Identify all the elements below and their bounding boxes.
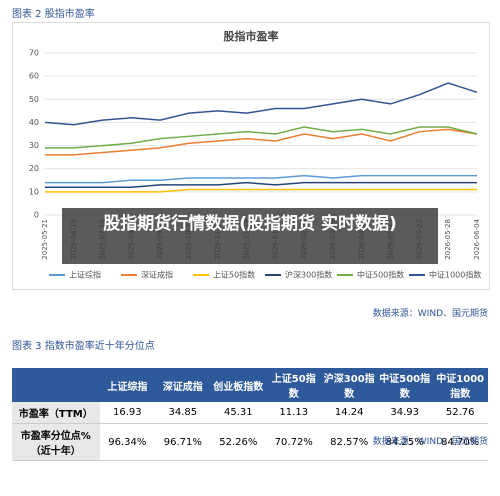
y-tick-label: 40 xyxy=(29,118,39,127)
table-cell: 45.31 xyxy=(210,402,267,424)
table-cell: 11.13 xyxy=(266,402,322,424)
header-cell: 沪深300指数 xyxy=(321,368,377,402)
series-line xyxy=(44,82,478,126)
x-tick-label: 2026-06-04 xyxy=(473,218,481,259)
table-cell: 14.24 xyxy=(321,402,377,424)
figure-caption: 图表 3 指数市盈率近十年分位点 xyxy=(12,341,155,352)
header-cell: 上证综指 xyxy=(99,368,156,402)
table-row: 市盈率（TTM） 16.93 34.85 45.31 11.13 14.24 34.93 52… xyxy=(12,402,488,424)
source-note: 数据来源：WIND、国元期货 xyxy=(372,437,488,447)
y-tick-label: 70 xyxy=(29,49,39,58)
series-line xyxy=(45,188,477,193)
y-tick-label: 10 xyxy=(29,187,39,196)
x-tick-label: 2025-05-21 xyxy=(41,219,49,260)
y-tick-label: 30 xyxy=(29,141,39,150)
legend-label: 中证500指数 xyxy=(357,270,404,280)
overlay-banner: 股指期货行情数据(股指期货 实时数据) xyxy=(62,208,438,264)
header-cell xyxy=(12,368,100,402)
series-line xyxy=(45,174,477,184)
table-cell: 34.93 xyxy=(376,402,433,424)
pe-table: 上证综指 深证成指 创业板指数 上证50指数 沪深300指数 中证500指数 中证1000指… xyxy=(12,368,488,461)
header-cell: 中证1000指数 xyxy=(432,368,488,402)
table-row: 市盈率分位点%（近十年） 96.34% 96.71% 52.26% 70.72% 82.5… xyxy=(12,423,488,461)
table-cell: 84.25% xyxy=(376,423,433,461)
table-cell: 70.72% xyxy=(266,423,322,461)
legend-label: 中证1000指数 xyxy=(429,270,481,280)
table-cell: 96.34% xyxy=(99,423,156,461)
header-row: 上证综指 深证成指 创业板指数 上证50指数 沪深300指数 中证500指数 中证1000指… xyxy=(12,368,488,402)
series-line xyxy=(45,126,478,149)
header-cell: 上证50指数 xyxy=(266,368,322,402)
table-cell: 52.26% xyxy=(210,423,267,461)
table-cell: 82.57% xyxy=(321,423,377,461)
table-cell: 16.93 xyxy=(99,402,156,424)
figure-caption: 图表 2 股指市盈率 xyxy=(12,9,95,20)
legend-label: 上证综指 xyxy=(69,270,101,280)
legend-label: 上证50指数 xyxy=(213,270,255,280)
source-note: 数据来源：WIND、国元期货 xyxy=(372,309,488,319)
y-tick-label: 60 xyxy=(29,72,39,81)
table-cell: 84.70% xyxy=(432,423,488,461)
header-cell: 创业板指数 xyxy=(210,368,267,402)
header-cell: 深证成指 xyxy=(155,368,211,402)
series-line xyxy=(45,128,478,156)
legend-label: 深证成指 xyxy=(141,270,173,280)
table-cell: 市盈率分位点%（近十年） xyxy=(12,423,100,461)
series-line xyxy=(45,181,477,188)
y-tick-label: 20 xyxy=(29,164,39,173)
header-cell: 中证500指数 xyxy=(376,368,433,402)
y-tick-label: 0 xyxy=(34,211,39,220)
table-cell: 市盈率（TTM） xyxy=(12,402,100,424)
table-cell: 96.71% xyxy=(155,423,211,461)
x-tick-label: 2026-05-28 xyxy=(444,219,452,260)
table-cell: 34.85 xyxy=(155,402,211,424)
table-cell: 52.76 xyxy=(432,402,488,424)
y-tick-label: 50 xyxy=(29,95,39,104)
legend-label: 沪深300指数 xyxy=(285,270,332,280)
chart-title: 股指市盈率 xyxy=(224,29,279,43)
